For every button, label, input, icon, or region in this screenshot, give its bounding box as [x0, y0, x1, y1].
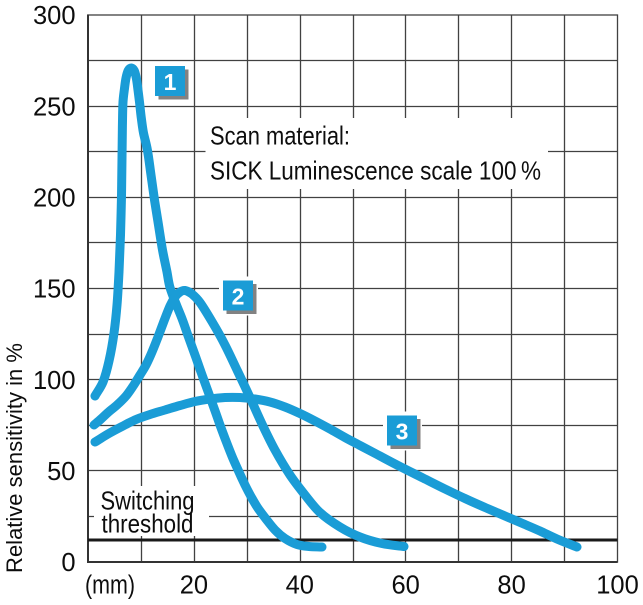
svg-text:250: 250 [33, 93, 76, 121]
svg-text:200: 200 [33, 185, 76, 213]
svg-text:50: 50 [47, 458, 75, 486]
svg-text:Switching: Switching [101, 486, 195, 516]
svg-text:80: 80 [497, 572, 525, 600]
svg-text:150: 150 [33, 276, 76, 304]
svg-text:300: 300 [33, 2, 76, 30]
svg-text:Relative sensitivity in %: Relative sensitivity in % [2, 343, 27, 573]
svg-text:60: 60 [392, 572, 420, 600]
svg-text:0: 0 [61, 549, 75, 577]
svg-text:SICK Luminescence scale 100 %: SICK Luminescence scale 100 % [210, 156, 541, 186]
svg-text:threshold: threshold [102, 509, 194, 539]
svg-text:20: 20 [180, 572, 208, 600]
svg-text:3: 3 [396, 419, 409, 445]
svg-text:40: 40 [286, 572, 314, 600]
svg-text:(mm): (mm) [85, 572, 135, 600]
svg-text:100: 100 [33, 367, 76, 395]
svg-text:2: 2 [232, 284, 245, 310]
svg-text:100: 100 [596, 572, 639, 600]
svg-text:1: 1 [164, 69, 177, 95]
svg-text:Scan material:: Scan material: [210, 121, 350, 151]
